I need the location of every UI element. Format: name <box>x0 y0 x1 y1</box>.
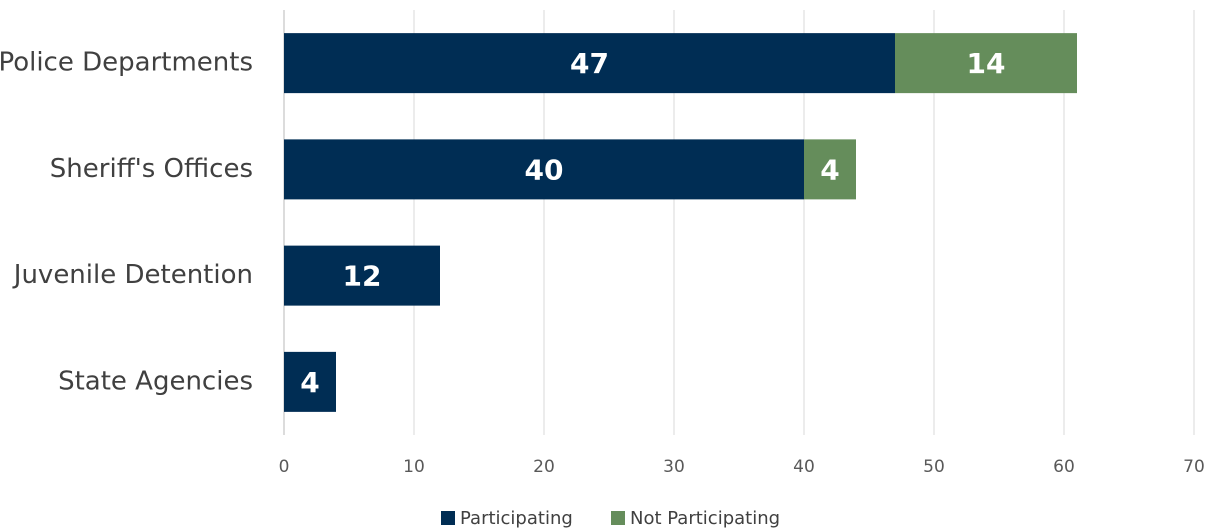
x-tick-label: 10 <box>403 457 425 477</box>
data-label: 12 <box>343 260 382 293</box>
legend-swatch <box>441 511 455 525</box>
bar-segment <box>895 33 1077 94</box>
bar-segment <box>284 351 336 412</box>
category-label: Police Departments <box>0 48 253 78</box>
bar-segment <box>284 245 440 306</box>
x-tick-label: 40 <box>793 457 815 477</box>
legend-label: Not Participating <box>630 508 780 529</box>
bar-segment <box>284 139 804 200</box>
x-tick-label: 50 <box>923 457 945 477</box>
x-tick-label: 60 <box>1053 457 1075 477</box>
category-label: Sheriff's Offices <box>50 154 253 184</box>
data-label: 40 <box>525 153 564 186</box>
category-label: Juvenile Detention <box>12 260 253 290</box>
bar-segment <box>284 33 895 94</box>
legend-swatch <box>611 511 625 525</box>
data-label: 4 <box>820 153 839 186</box>
data-label: 14 <box>967 47 1006 80</box>
category-label: State Agencies <box>58 366 253 396</box>
x-tick-label: 0 <box>279 457 290 477</box>
x-tick-label: 20 <box>533 457 555 477</box>
x-tick-label: 70 <box>1183 457 1205 477</box>
x-tick-label: 30 <box>663 457 685 477</box>
data-label: 4 <box>300 366 319 399</box>
legend-label: Participating <box>460 508 573 529</box>
data-label: 47 <box>570 47 609 80</box>
bar-segment <box>804 139 856 200</box>
